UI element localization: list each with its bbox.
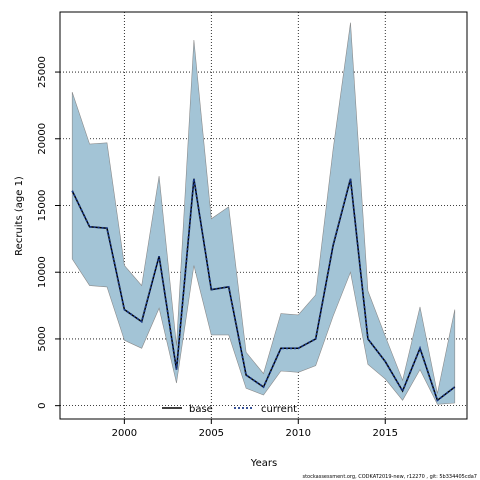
y-tick-label: 10000 bbox=[37, 256, 48, 288]
y-axis-ticks: 0 5000 10000 15000 20000 25000 bbox=[37, 56, 60, 409]
x-tick-label: 2010 bbox=[286, 428, 311, 439]
plot-frame bbox=[59, 11, 468, 420]
x-tick-label: 2000 bbox=[112, 428, 137, 439]
y-tick-label: 20000 bbox=[37, 123, 48, 155]
y-tick-label: 0 bbox=[37, 402, 48, 408]
x-axis-ticks: 2000 2005 2010 2015 bbox=[112, 419, 398, 439]
y-tick-label: 5000 bbox=[37, 326, 48, 351]
legend: base current bbox=[162, 404, 297, 415]
legend-label-current: current bbox=[261, 404, 297, 415]
y-tick-label: 15000 bbox=[37, 190, 48, 222]
x-tick-label: 2005 bbox=[199, 428, 224, 439]
legend-label-base: base bbox=[189, 404, 213, 415]
y-tick-label: 25000 bbox=[37, 56, 48, 88]
y-axis-label: Recruits (age 1) bbox=[14, 176, 25, 256]
footnote: stockassessment.org, CODKAT2019-new, r12… bbox=[302, 474, 477, 480]
series-line-current bbox=[71, 178, 456, 402]
x-tick-label: 2015 bbox=[373, 428, 398, 439]
x-axis-label: Years bbox=[250, 458, 277, 469]
